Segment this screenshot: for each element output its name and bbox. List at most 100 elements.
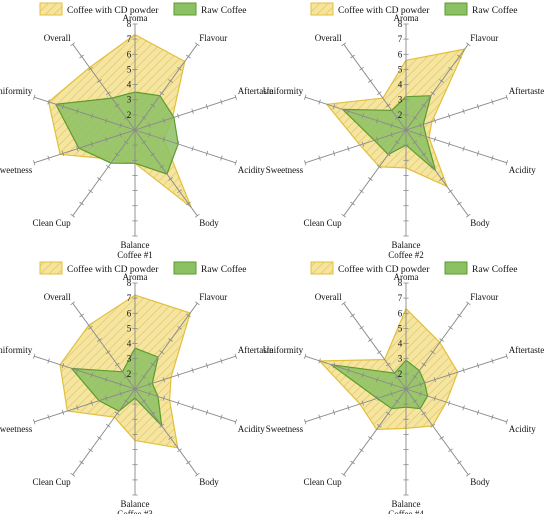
- axis-tick: [123, 140, 129, 145]
- axis-tick: [332, 150, 336, 157]
- axis-label-aroma: Aroma: [123, 13, 148, 23]
- legend-swatch-cd-powder: [310, 2, 334, 16]
- axis-tick: [76, 367, 79, 373]
- axis-tick: [421, 411, 427, 416]
- axis-tick: [47, 99, 50, 105]
- axis-tick: [448, 113, 451, 119]
- axis-tick: [234, 419, 237, 425]
- axis-line: [405, 129, 469, 217]
- axis-tick: [159, 164, 165, 169]
- axis-label-overall: Overall: [315, 33, 342, 43]
- axis-line: [134, 388, 198, 476]
- axis-tick: [419, 381, 422, 387]
- axis-tick: [304, 353, 307, 359]
- axis-tick: [439, 79, 444, 83]
- axis-line: [134, 129, 198, 217]
- axis-tick: [419, 122, 422, 128]
- axis-label-aroma: Aroma: [394, 13, 419, 23]
- axis-tick: [177, 113, 180, 119]
- axis-tick: [385, 411, 391, 416]
- tick-label: 3: [127, 95, 132, 105]
- axis-tick: [368, 338, 373, 342]
- tick-label: 5: [398, 64, 403, 74]
- axis-tick: [168, 436, 173, 440]
- axis-tick: [465, 42, 471, 47]
- axis-tick: [368, 79, 373, 83]
- axis-label-flavour: Flavour: [470, 33, 498, 43]
- axis-tick: [376, 350, 382, 355]
- axis-tick: [476, 103, 480, 110]
- tick-label: 2: [398, 369, 403, 379]
- axis-label-flavour: Flavour: [199, 292, 227, 302]
- axis-tick: [105, 136, 108, 142]
- axis-tick: [433, 395, 436, 401]
- axis-tick: [505, 94, 508, 100]
- axis-tick: [376, 164, 382, 169]
- axis-tick: [376, 395, 379, 401]
- axis-tick: [368, 436, 373, 440]
- axis-tick: [457, 460, 462, 465]
- legend-entry-cd-powder: Coffee with CD powder: [338, 264, 430, 275]
- axis-tick: [376, 91, 382, 96]
- axis-tick: [148, 391, 151, 397]
- axis-tick: [159, 423, 165, 428]
- axis-line: [343, 302, 407, 390]
- axis-label-uniformity: Uniformity: [263, 345, 304, 355]
- axis-tick: [220, 358, 223, 364]
- axis-tick: [361, 113, 364, 119]
- axis-tick: [33, 94, 36, 100]
- axis-tick: [162, 395, 165, 401]
- axis-label-balance: Balance: [121, 240, 150, 250]
- axis-tick: [457, 54, 462, 59]
- axis-tick: [234, 94, 237, 100]
- axis-line: [72, 388, 136, 476]
- legend-swatch-raw-coffee: [444, 2, 468, 16]
- axis-tick: [105, 350, 111, 355]
- axis-label-sweetness: Sweetness: [0, 165, 33, 175]
- tick-label: 5: [127, 64, 132, 74]
- axis-label-flavour: Flavour: [470, 292, 498, 302]
- axis-label-balance: Balance: [392, 240, 421, 250]
- axis-label-clean-cup: Clean Cup: [303, 218, 342, 228]
- axis-tick: [491, 99, 494, 105]
- panel-caption: Coffee #3: [117, 509, 153, 514]
- axis-line: [134, 388, 236, 423]
- axis-tick: [114, 362, 120, 367]
- axis-tick: [177, 141, 180, 147]
- axis-tick: [33, 160, 36, 166]
- axis-tick: [476, 362, 480, 369]
- series-polygon-raw-coffee: [54, 91, 179, 175]
- axis-tick: [186, 460, 191, 465]
- legend-entry-raw-coffee: Raw Coffee: [472, 264, 517, 275]
- axis-tick: [114, 152, 120, 157]
- axis-tick: [318, 414, 321, 420]
- axis-line: [34, 129, 136, 164]
- axis-tick: [465, 472, 471, 477]
- axis-label-balance: Balance: [392, 499, 421, 509]
- axis-tick: [47, 155, 50, 161]
- axis-label-body: Body: [199, 477, 219, 487]
- axis-tick: [448, 189, 453, 194]
- axis-tick: [150, 152, 156, 157]
- axis-tick: [341, 472, 347, 477]
- tick-label: 6: [398, 49, 403, 59]
- tick-label: 4: [127, 339, 132, 349]
- axis-tick: [194, 42, 200, 47]
- axis-label-uniformity: Uniformity: [0, 86, 33, 96]
- axis-tick: [332, 409, 336, 416]
- axis-tick: [141, 115, 147, 120]
- axis-tick: [61, 409, 65, 416]
- panel-caption: Coffee #1: [117, 250, 153, 260]
- axis-tick: [491, 155, 494, 161]
- tick-label: 2: [127, 110, 132, 120]
- axis-tick: [88, 189, 93, 194]
- axis-line: [305, 388, 407, 423]
- axis-tick: [421, 152, 427, 157]
- axis-label-sweetness: Sweetness: [0, 424, 33, 434]
- legend-swatch-cd-powder: [310, 261, 334, 275]
- axis-tick: [332, 362, 336, 369]
- axis-tick: [194, 472, 200, 477]
- axis-label-sweetness: Sweetness: [266, 424, 304, 434]
